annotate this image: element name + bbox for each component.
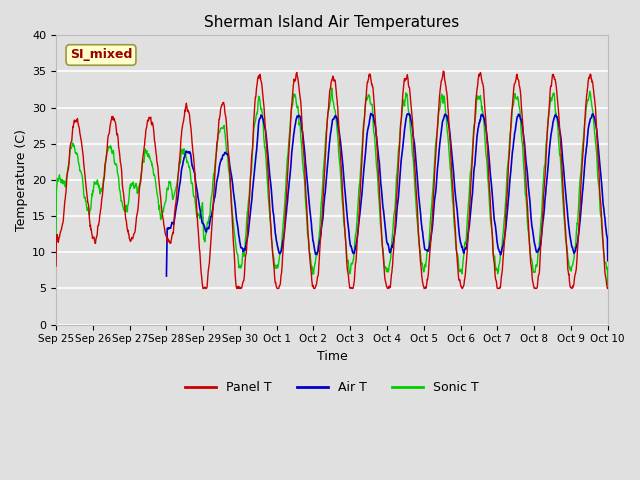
Text: SI_mixed: SI_mixed bbox=[70, 48, 132, 61]
Y-axis label: Temperature (C): Temperature (C) bbox=[15, 129, 28, 231]
Title: Sherman Island Air Temperatures: Sherman Island Air Temperatures bbox=[204, 15, 460, 30]
Legend: Panel T, Air T, Sonic T: Panel T, Air T, Sonic T bbox=[180, 376, 484, 399]
X-axis label: Time: Time bbox=[317, 350, 348, 363]
